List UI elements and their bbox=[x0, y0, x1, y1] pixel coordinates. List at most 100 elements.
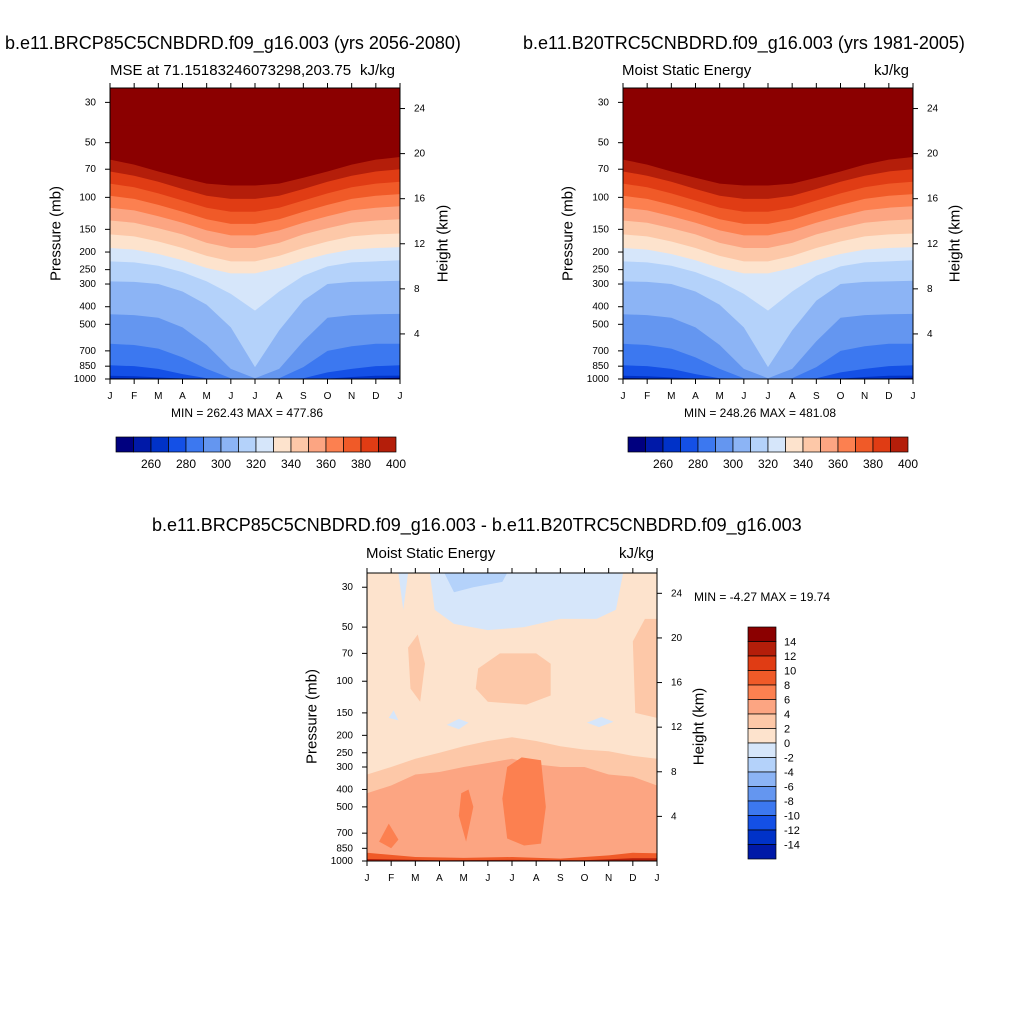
x-tick-label: J bbox=[911, 391, 916, 402]
colorbar-label: 8 bbox=[784, 680, 790, 692]
colorbar-box bbox=[750, 436, 769, 453]
colorbar-label: 360 bbox=[316, 457, 336, 471]
colorbar-label: 280 bbox=[176, 457, 196, 471]
x-tick-label: A bbox=[276, 391, 283, 402]
colorbar-box bbox=[747, 626, 777, 642]
x-tick-label: J bbox=[108, 391, 113, 402]
x-tick-label: O bbox=[837, 391, 845, 402]
colorbar-label: 10 bbox=[784, 666, 796, 678]
future-plot: J F M A M J J A S O N D J 30 50 70 100 150 200 250 300 400 500… bbox=[74, 83, 426, 402]
colorbar-box bbox=[837, 436, 856, 453]
colorbar-box bbox=[732, 436, 751, 453]
x-tick-label: J bbox=[398, 391, 403, 402]
diff-plot: J F M A M J J A S O N D J 30 50 70 100 150 200 250 300 400 500… bbox=[331, 568, 683, 884]
y-tick-label: 700 bbox=[592, 346, 609, 357]
y2-tick-label: 16 bbox=[414, 194, 426, 205]
colorbar-label: 340 bbox=[793, 457, 813, 471]
y-tick-label: 700 bbox=[336, 828, 353, 839]
y-tick-label: 1000 bbox=[587, 374, 610, 385]
colorbar-label: -8 bbox=[784, 796, 794, 808]
y-tick-label: 150 bbox=[336, 708, 353, 719]
x-tick-label: S bbox=[300, 391, 307, 402]
y2-tick-label: 4 bbox=[671, 811, 677, 822]
x-tick-label: A bbox=[789, 391, 796, 402]
surface-band-strong bbox=[367, 858, 657, 861]
neg-blob-mid2 bbox=[586, 716, 614, 728]
y-tick-label: 400 bbox=[336, 784, 353, 795]
colorbar-box bbox=[747, 844, 777, 860]
past-chart-title: b.e11.B20TRC5CNBDRD.f09_g16.003 (yrs 198… bbox=[523, 33, 965, 53]
x-tick-label: F bbox=[388, 873, 394, 884]
colorbar-box bbox=[325, 436, 344, 453]
colorbar-label: 300 bbox=[723, 457, 743, 471]
x-tick-label: J bbox=[365, 873, 370, 884]
x-tick-label: O bbox=[581, 873, 589, 884]
future-minmax: MIN = 262.43 MAX = 477.86 bbox=[171, 406, 324, 420]
x-tick-label: D bbox=[629, 873, 636, 884]
colorbar-box bbox=[747, 699, 777, 715]
x-tick-label: S bbox=[557, 873, 564, 884]
y2-tick-label: 8 bbox=[414, 284, 420, 295]
colorbar-box bbox=[747, 829, 777, 845]
pos-blob-feb bbox=[379, 823, 399, 849]
x-tick-label: M bbox=[459, 873, 467, 884]
colorbar-label: 400 bbox=[898, 457, 918, 471]
x-tick-label: A bbox=[692, 391, 699, 402]
y-tick-label: 300 bbox=[336, 762, 353, 773]
future-units: kJ/kg bbox=[360, 62, 396, 79]
x-tick-label: J bbox=[741, 391, 746, 402]
y-tick-label: 300 bbox=[79, 279, 96, 290]
y2-tick-label: 4 bbox=[927, 329, 933, 340]
y-tick-label: 250 bbox=[79, 265, 96, 276]
y-tick-label: 70 bbox=[598, 164, 610, 175]
colorbar-label: 280 bbox=[688, 457, 708, 471]
y2-tick-label: 12 bbox=[927, 239, 939, 250]
contour-fill-top bbox=[110, 88, 400, 126]
colorbar-box bbox=[747, 786, 777, 802]
y-tick-label: 150 bbox=[592, 224, 609, 235]
colorbar-label: 300 bbox=[211, 457, 231, 471]
y-tick-label: 70 bbox=[85, 164, 97, 175]
colorbar-box bbox=[802, 436, 821, 453]
y2-tick-label: 16 bbox=[927, 194, 939, 205]
x-tick-label: N bbox=[605, 873, 612, 884]
colorbar-label: 260 bbox=[141, 457, 161, 471]
colorbar-label: 2 bbox=[784, 724, 790, 736]
y-tick-label: 400 bbox=[79, 302, 96, 313]
pos-blob-apr bbox=[458, 789, 474, 842]
y-tick-label: 250 bbox=[592, 265, 609, 276]
y-tick-label: 50 bbox=[85, 138, 97, 149]
colorbar-box bbox=[785, 436, 804, 453]
y2-tick-label: 12 bbox=[414, 239, 426, 250]
x-tick-label: A bbox=[179, 391, 186, 402]
colorbar-box bbox=[820, 436, 839, 453]
colorbar-label: 260 bbox=[653, 457, 673, 471]
x-tick-label: J bbox=[510, 873, 515, 884]
neg-blob-top bbox=[429, 573, 624, 631]
y-tick-label: 200 bbox=[79, 247, 96, 258]
y-tick-label: 100 bbox=[592, 192, 609, 203]
x-tick-label: A bbox=[436, 873, 443, 884]
x-tick-label: J bbox=[655, 873, 660, 884]
colorbar-label: -6 bbox=[784, 782, 794, 794]
colorbar-box bbox=[150, 436, 169, 453]
colorbar-label: 320 bbox=[758, 457, 778, 471]
colorbar-box bbox=[343, 436, 362, 453]
y2-tick-label: 24 bbox=[927, 104, 939, 115]
diff-left-label: Moist Static Energy bbox=[366, 545, 496, 562]
colorbar-label: 0 bbox=[784, 738, 790, 750]
y-tick-label: 200 bbox=[336, 730, 353, 741]
y-tick-label: 850 bbox=[336, 843, 353, 854]
colorbar-label: 14 bbox=[784, 637, 796, 649]
colorbar-box bbox=[747, 713, 777, 729]
neg-blob-mid1 bbox=[446, 718, 469, 730]
past-plot: J F M A M J J A S O N D J 30 50 70 100 150 200 250 300 400 500… bbox=[587, 83, 939, 402]
y-tick-label: 700 bbox=[79, 346, 96, 357]
colorbar-box bbox=[697, 436, 716, 453]
y2-tick-label: 20 bbox=[414, 149, 426, 160]
colorbar-label: 340 bbox=[281, 457, 301, 471]
pos-blob-jul bbox=[502, 757, 546, 846]
colorbar-box bbox=[747, 742, 777, 758]
x-tick-label: S bbox=[813, 391, 820, 402]
colorbar-label: -10 bbox=[784, 811, 800, 823]
